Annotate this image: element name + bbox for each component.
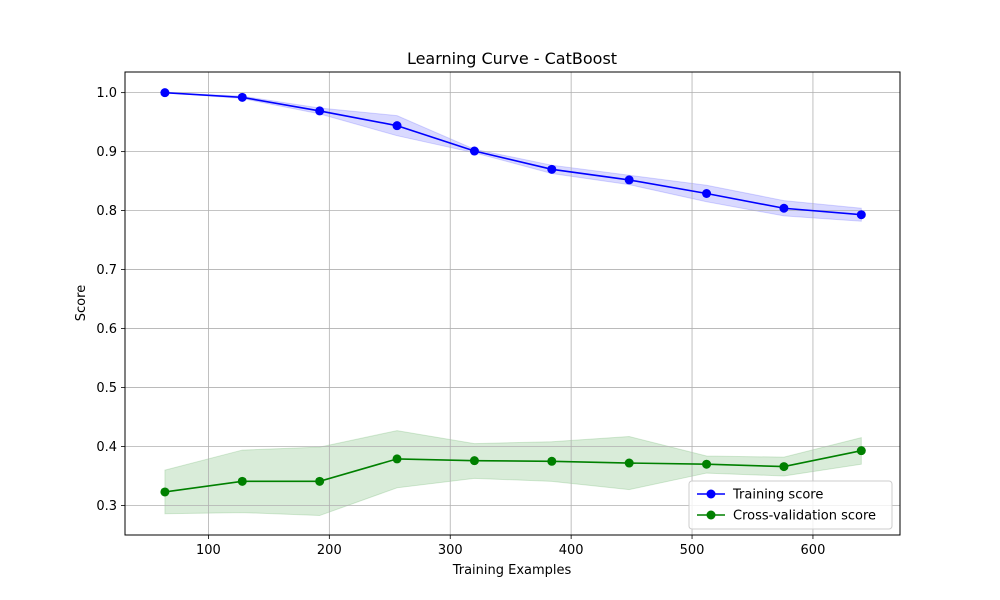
legend-entry-label: Cross-validation score <box>733 509 876 524</box>
series-0-point <box>315 106 325 116</box>
x-tick-label: 400 <box>559 543 584 558</box>
plot-frame <box>124 71 901 536</box>
series-1-point <box>469 456 479 466</box>
y-tick-label: 0.8 <box>96 204 117 219</box>
series-line-1 <box>164 449 862 493</box>
x-axis-label: Training Examples <box>452 563 572 578</box>
series-1-point <box>315 476 325 486</box>
x-tick-label: 200 <box>317 543 342 558</box>
legend-swatch-marker <box>706 510 716 520</box>
series-0-point <box>856 210 866 220</box>
y-tick-label: 0.7 <box>96 263 117 278</box>
series-1-point <box>160 487 170 497</box>
x-tick-label: 100 <box>196 543 221 558</box>
series-0-point <box>237 92 247 102</box>
y-tick-label: 0.6 <box>96 322 117 337</box>
series-0-point <box>392 121 402 131</box>
series-line-0 <box>164 91 862 216</box>
y-axis-ticks: 0.3 0.4 0.5 0.6 0.7 0.8 0.9 1.0 <box>96 86 125 514</box>
series-1-point <box>392 454 402 464</box>
band-series-1 <box>164 430 862 517</box>
band-series-0 <box>164 92 862 222</box>
series-0-point <box>624 175 634 185</box>
series-1-point <box>624 458 634 468</box>
series-1-point <box>237 476 247 486</box>
y-tick-label: 0.4 <box>96 440 117 455</box>
series-0-point <box>779 203 789 213</box>
y-tick-label: 0.9 <box>96 145 117 160</box>
y-tick-label: 1.0 <box>96 86 117 101</box>
legend: Training score Cross-validation score <box>688 480 893 530</box>
series-0-point <box>469 146 479 156</box>
chart-title: Learning Curve - CatBoost <box>407 49 617 68</box>
legend-box <box>688 480 893 530</box>
series-0-point <box>702 189 712 199</box>
y-tick-label: 0.3 <box>96 499 117 514</box>
series-0-point <box>547 164 557 174</box>
series-1-point <box>856 446 866 456</box>
series-1-point <box>779 462 789 472</box>
series-1-point <box>547 456 557 466</box>
legend-entry-label: Training score <box>732 488 823 503</box>
x-axis-ticks: 100 200 300 400 500 600 <box>196 535 825 558</box>
series-0-point <box>160 88 170 98</box>
series-1-point <box>702 459 712 469</box>
grid-lines <box>125 72 900 535</box>
legend-swatch-marker <box>706 489 716 499</box>
x-tick-label: 300 <box>438 543 463 558</box>
series-lines <box>160 88 866 497</box>
confidence-bands <box>164 92 862 517</box>
x-tick-label: 500 <box>680 543 705 558</box>
x-tick-label: 600 <box>801 543 826 558</box>
y-tick-label: 0.5 <box>96 381 117 396</box>
y-axis-label: Score <box>74 285 89 321</box>
